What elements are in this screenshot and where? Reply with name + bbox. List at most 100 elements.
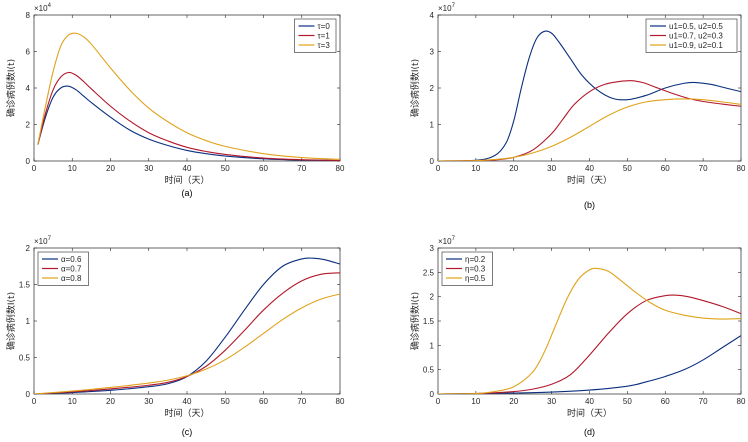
legend-label: τ=3 <box>318 41 331 50</box>
x-tick-label: 40 <box>183 397 192 406</box>
x-tick-label: 20 <box>106 397 115 406</box>
x-tick-label: 70 <box>699 397 708 406</box>
series-line-2 <box>37 71 340 161</box>
legend-label: τ=0 <box>318 22 331 31</box>
chart-panel-d: 0 10 20 30 40 50 60 70 80 0 0.5 1 1.5 2 2.5 3×107 时间（天） 确… <box>409 236 746 437</box>
x-tick-label: 80 <box>737 164 746 173</box>
panel-caption: (b) <box>584 200 595 210</box>
series-line-2 <box>34 272 340 394</box>
x-tick-label: 40 <box>585 397 594 406</box>
x-tick-label: 50 <box>221 397 230 406</box>
legend-label: η=0.5 <box>465 274 486 283</box>
series-line-2 <box>438 294 741 394</box>
y-tick-label: 1 <box>430 341 435 350</box>
series-line-3 <box>34 293 340 394</box>
x-tick-label: 60 <box>661 164 670 173</box>
x-tick-label: 70 <box>297 397 306 406</box>
x-tick-label: 10 <box>471 397 480 406</box>
y-tick-label: 1.5 <box>423 317 435 326</box>
y-tick-label: 2 <box>430 84 435 93</box>
y-tick-label: 2 <box>430 293 435 302</box>
x-tick-label: 70 <box>297 164 306 173</box>
legend-label: α=0.7 <box>61 265 82 274</box>
y-tick-label: 0.5 <box>423 366 435 375</box>
x-tick-label: 30 <box>547 164 556 173</box>
legend: u1=0.5, u2=0.5u1=0.7, u2=0.3u1=0.9, u2=0… <box>645 18 738 53</box>
x-tick-label: 10 <box>68 164 77 173</box>
y-tick-label: 4 <box>430 11 435 20</box>
y-axis-label: 确诊病例数I(t) <box>5 292 17 350</box>
y-exponent-label: ×107 <box>438 3 456 13</box>
y-tick-label: 1.5 <box>19 281 31 290</box>
x-tick-label: 50 <box>221 164 230 173</box>
chart-panel-a: 0 10 20 30 40 50 60 70 80 0 2 4 6 8×104 时间（天） 确诊病例数I(t)… <box>5 3 345 198</box>
x-tick-label: 0 <box>32 397 37 406</box>
series-line-3 <box>438 98 741 161</box>
y-tick-label: 0 <box>26 157 31 166</box>
legend-label: η=0.3 <box>465 265 486 274</box>
chart-panel-c: 0 10 20 30 40 50 60 70 80 0 0.5 1 1.5 2×107 时间（天） 确诊病例数… <box>5 236 345 437</box>
y-tick-label: 8 <box>26 11 31 20</box>
series-line-3 <box>438 267 741 394</box>
x-tick-label: 40 <box>183 164 192 173</box>
x-tick-label: 20 <box>106 164 115 173</box>
legend: α=0.6α=0.7α=0.8 <box>37 251 89 286</box>
y-tick-label: 0 <box>430 157 435 166</box>
x-tick-label: 0 <box>436 164 441 173</box>
x-tick-label: 10 <box>471 164 480 173</box>
y-tick-label: 6 <box>26 48 31 57</box>
y-exponent-label: ×107 <box>438 236 456 246</box>
y-tick-label: 1 <box>26 317 31 326</box>
x-tick-label: 60 <box>259 397 268 406</box>
legend-label: u1=0.7, u2=0.3 <box>669 32 723 41</box>
y-exponent-label: ×107 <box>34 236 52 246</box>
y-axis-label: 确诊病例数I(t) <box>409 292 421 350</box>
x-axis-label: 时间（天） <box>567 407 612 419</box>
series-line-1 <box>34 257 340 394</box>
x-tick-label: 80 <box>737 397 746 406</box>
x-tick-label: 60 <box>661 397 670 406</box>
legend-label: τ=1 <box>318 32 331 41</box>
y-tick-label: 0 <box>430 390 435 399</box>
plot-area <box>33 14 341 162</box>
series-line-1 <box>438 30 741 161</box>
legend-label: u1=0.5, u2=0.5 <box>669 22 723 31</box>
x-tick-label: 60 <box>259 164 268 173</box>
x-axis-label: 时间（天） <box>164 174 209 186</box>
y-tick-label: 0.5 <box>19 354 31 363</box>
y-axis-label: 确诊病例数I(t) <box>5 59 17 117</box>
x-axis-label: 时间（天） <box>164 407 209 419</box>
legend: τ=0τ=1τ=3 <box>294 18 337 53</box>
x-tick-label: 70 <box>699 164 708 173</box>
x-tick-label: 20 <box>509 164 518 173</box>
y-tick-label: 1 <box>430 121 435 130</box>
y-axis-label: 确诊病例数I(t) <box>409 59 421 117</box>
legend-label: α=0.8 <box>61 274 82 283</box>
panel-caption: (a) <box>182 188 193 198</box>
y-tick-label: 2.5 <box>423 268 435 277</box>
series-line-3 <box>37 32 340 160</box>
panel-caption: (c) <box>182 427 193 437</box>
x-tick-label: 30 <box>144 164 153 173</box>
y-tick-label: 4 <box>26 84 31 93</box>
x-tick-label: 80 <box>336 397 345 406</box>
x-tick-label: 30 <box>144 397 153 406</box>
x-tick-label: 0 <box>436 397 441 406</box>
series-line-1 <box>37 85 340 161</box>
y-tick-label: 3 <box>430 48 435 57</box>
panel-caption: (d) <box>584 427 595 437</box>
y-tick-label: 2 <box>26 244 31 253</box>
x-tick-label: 80 <box>336 164 345 173</box>
x-tick-label: 20 <box>509 397 518 406</box>
x-tick-label: 50 <box>623 164 632 173</box>
series-line-1 <box>438 335 741 394</box>
chart-panel-b: 0 10 20 30 40 50 60 70 80 0 1 2 3 4×107 时间（天） 确诊病例数I(t)… <box>409 3 746 210</box>
y-tick-label: 2 <box>26 121 31 130</box>
y-tick-label: 3 <box>430 244 435 253</box>
x-tick-label: 0 <box>32 164 37 173</box>
x-tick-label: 40 <box>585 164 594 173</box>
legend-label: η=0.2 <box>465 255 486 264</box>
y-tick-label: 0 <box>26 390 31 399</box>
x-axis-label: 时间（天） <box>567 174 612 186</box>
